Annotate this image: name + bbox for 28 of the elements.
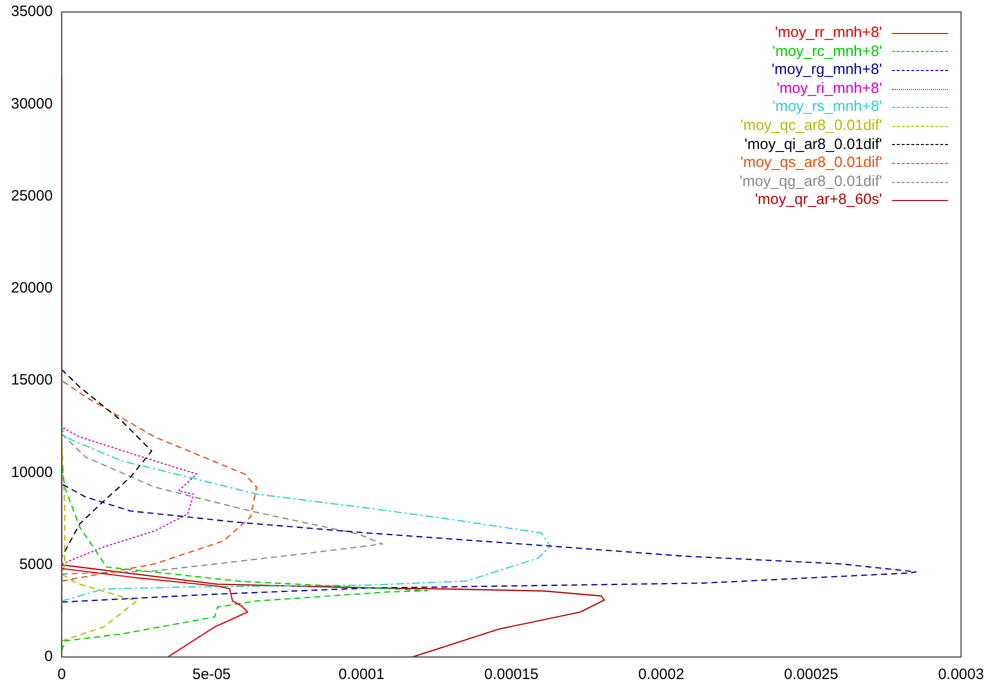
y-tick-label: 15000 — [10, 372, 53, 389]
legend-label: 'moy_ri_mnh+8' — [776, 80, 882, 98]
legend-label: 'moy_qi_ar8_0.01dif' — [744, 136, 882, 154]
y-tick-label: 35000 — [10, 3, 53, 20]
legend-label: 'moy_qc_ar8_0.01dif' — [740, 116, 882, 136]
line-series — [62, 426, 198, 565]
x-tick-label: 0.00015 — [484, 666, 538, 684]
line-series — [62, 380, 258, 582]
y-tick-label: 20000 — [10, 280, 53, 297]
legend-label: 'moy_qs_ar8_0.01dif' — [740, 154, 882, 173]
y-tick-label: 25000 — [10, 187, 53, 204]
legend-label: 'moy_rg_mnh+8' — [772, 61, 882, 80]
x-tick-label: 0 — [58, 666, 66, 684]
legend-label: 'moy_rr_mnh+8' — [774, 24, 882, 43]
y-tick-label: 0 — [44, 648, 53, 666]
x-tick-label: 0.0002 — [638, 666, 684, 684]
x-tick-label: 5e-05 — [192, 666, 231, 684]
legend-label: 'moy_qr_ar+8_60s' — [754, 191, 882, 210]
line-series — [62, 426, 551, 602]
x-tick-label: 0.0003 — [938, 666, 984, 684]
legend-label: 'moy_qg_ar8_0.01dif' — [740, 172, 882, 192]
y-tick-label: 10000 — [10, 464, 53, 481]
x-tick-label: 0.00025 — [784, 666, 838, 684]
x-tick-label: 0.0001 — [338, 666, 384, 684]
legend-label: 'moy_rc_mnh+8' — [772, 42, 882, 62]
y-tick-label: 5000 — [19, 556, 53, 573]
y-tick-label: 30000 — [10, 95, 53, 112]
legend-label: 'moy_rs_mnh+8' — [772, 98, 882, 117]
